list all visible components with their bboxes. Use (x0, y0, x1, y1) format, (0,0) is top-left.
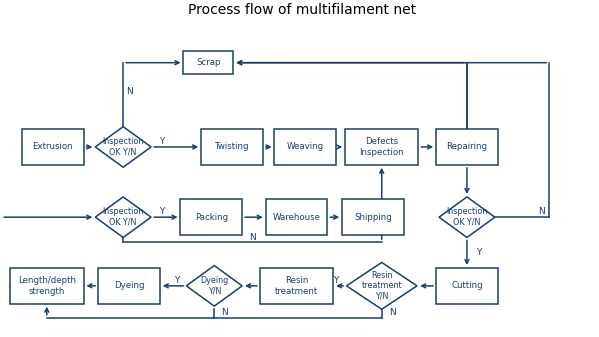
FancyBboxPatch shape (436, 268, 498, 304)
Polygon shape (95, 197, 151, 238)
Text: Y: Y (159, 137, 164, 146)
Text: Y: Y (159, 207, 164, 216)
FancyBboxPatch shape (22, 129, 83, 165)
Title: Process flow of multifilament net: Process flow of multifilament net (188, 3, 416, 17)
Text: Packing: Packing (195, 213, 228, 222)
FancyBboxPatch shape (436, 129, 498, 165)
Text: Weaving: Weaving (287, 143, 324, 151)
Text: Inspection
OK Y/N: Inspection OK Y/N (446, 208, 488, 227)
FancyBboxPatch shape (180, 199, 242, 235)
FancyBboxPatch shape (345, 129, 419, 165)
FancyBboxPatch shape (266, 199, 328, 235)
Text: N: N (126, 87, 133, 96)
Text: Twisting: Twisting (214, 143, 249, 151)
Polygon shape (95, 127, 151, 167)
FancyBboxPatch shape (342, 199, 404, 235)
Text: Inspection
OK Y/N: Inspection OK Y/N (102, 208, 144, 227)
Text: Resin
treatment
Y/N: Resin treatment Y/N (361, 271, 402, 301)
Text: Dyeing
Y/N: Dyeing Y/N (200, 276, 228, 296)
Text: Scrap: Scrap (196, 58, 220, 67)
Text: Cutting: Cutting (451, 281, 483, 290)
Text: Defects
Inspection: Defects Inspection (359, 137, 404, 157)
Text: Warehouse: Warehouse (273, 213, 320, 222)
Text: Y: Y (333, 276, 338, 285)
FancyBboxPatch shape (98, 268, 160, 304)
Text: Inspection
OK Y/N: Inspection OK Y/N (102, 137, 144, 157)
FancyBboxPatch shape (201, 129, 263, 165)
FancyBboxPatch shape (10, 268, 83, 304)
Text: Length/depth
strength: Length/depth strength (18, 276, 76, 296)
FancyBboxPatch shape (183, 52, 234, 74)
Text: Y: Y (476, 248, 481, 257)
Text: Repairing: Repairing (446, 143, 488, 151)
Polygon shape (186, 266, 242, 306)
Text: N: N (221, 308, 228, 317)
Text: Resin
treatment: Resin treatment (275, 276, 318, 296)
Text: Extrusion: Extrusion (32, 143, 73, 151)
Text: Y: Y (174, 276, 180, 285)
Text: N: N (389, 308, 395, 317)
Text: Dyeing: Dyeing (114, 281, 144, 290)
Text: Shipping: Shipping (354, 213, 392, 222)
Text: N: N (249, 233, 256, 242)
Polygon shape (346, 263, 417, 309)
FancyBboxPatch shape (260, 268, 333, 304)
FancyBboxPatch shape (274, 129, 336, 165)
Polygon shape (439, 197, 495, 238)
Text: N: N (538, 207, 544, 216)
